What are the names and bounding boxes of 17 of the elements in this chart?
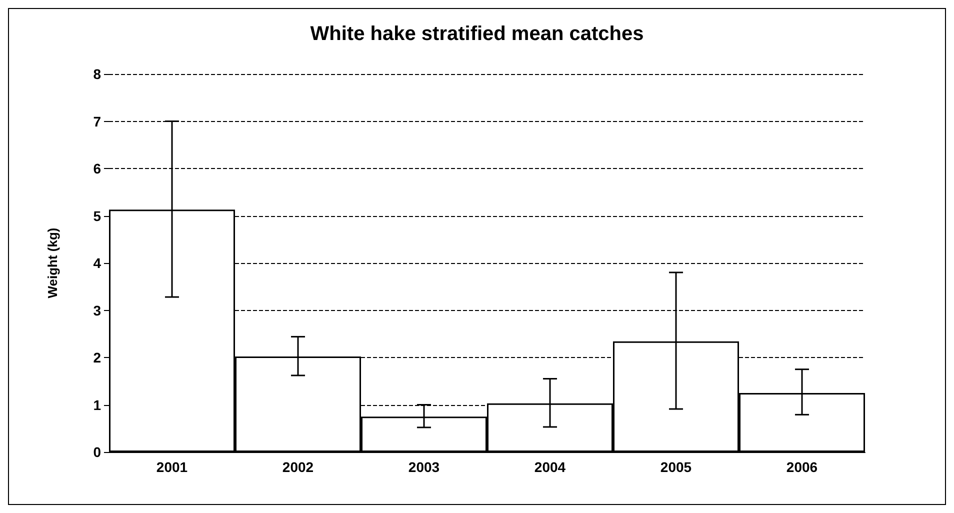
chart-title: White hake stratified mean catches xyxy=(310,23,644,45)
y-tick-label: 1 xyxy=(93,396,102,413)
x-tick-label: 2002 xyxy=(282,459,314,475)
y-tick-label: 5 xyxy=(93,208,102,224)
x-tick-label: 2006 xyxy=(786,459,818,475)
y-tick-label: 0 xyxy=(93,444,102,460)
y-tick-label: 7 xyxy=(93,113,102,130)
y-tick-label: 2 xyxy=(93,350,102,366)
x-tick-label: 2001 xyxy=(156,459,188,475)
y-tick-label: 4 xyxy=(93,255,102,271)
x-tick-label: 2004 xyxy=(534,459,566,475)
y-axis-title: Weight (kg) xyxy=(45,228,60,298)
y-tick-label: 6 xyxy=(93,160,102,176)
x-tick-label: 2003 xyxy=(408,459,440,475)
y-tick-label: 3 xyxy=(93,302,102,318)
x-tick-label: 2005 xyxy=(660,459,692,475)
y-tick-label: 8 xyxy=(93,66,102,82)
